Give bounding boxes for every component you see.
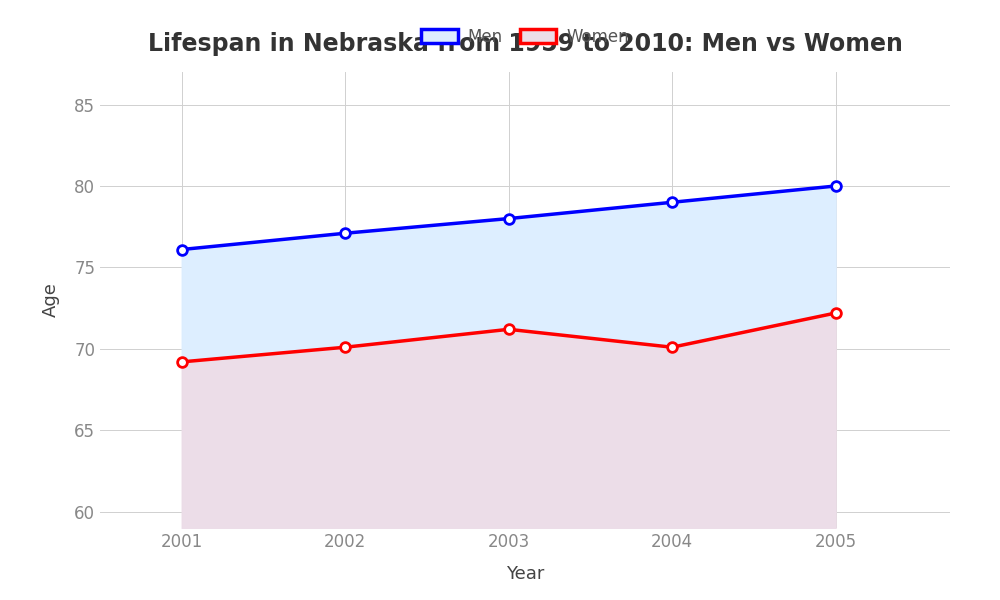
Title: Lifespan in Nebraska from 1959 to 2010: Men vs Women: Lifespan in Nebraska from 1959 to 2010: … <box>148 32 902 56</box>
X-axis label: Year: Year <box>506 565 544 583</box>
Y-axis label: Age: Age <box>42 283 60 317</box>
Legend: Men, Women: Men, Women <box>414 21 636 52</box>
